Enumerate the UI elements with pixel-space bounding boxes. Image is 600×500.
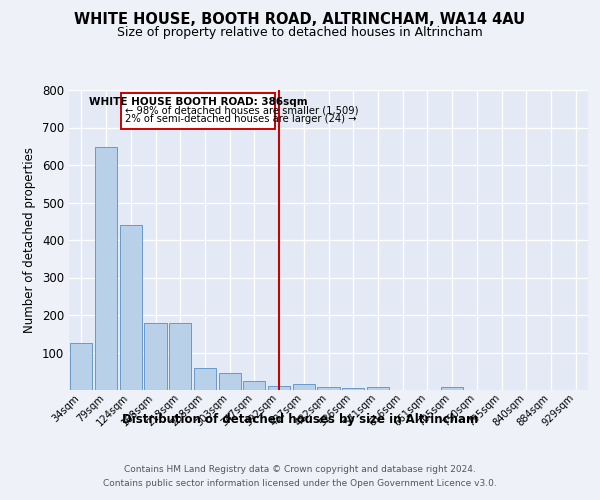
Y-axis label: Number of detached properties: Number of detached properties xyxy=(23,147,37,333)
Text: WHITE HOUSE, BOOTH ROAD, ALTRINCHAM, WA14 4AU: WHITE HOUSE, BOOTH ROAD, ALTRINCHAM, WA1… xyxy=(74,12,526,28)
Bar xyxy=(268,386,290,390)
Bar xyxy=(169,324,191,390)
Text: WHITE HOUSE BOOTH ROAD: 386sqm: WHITE HOUSE BOOTH ROAD: 386sqm xyxy=(89,97,307,107)
Text: ← 98% of detached houses are smaller (1,509): ← 98% of detached houses are smaller (1,… xyxy=(125,106,358,116)
Bar xyxy=(119,224,142,390)
Bar xyxy=(317,387,340,390)
Bar xyxy=(243,380,265,390)
Bar xyxy=(194,368,216,390)
Bar xyxy=(218,373,241,390)
Text: 2% of semi-detached houses are larger (24) →: 2% of semi-detached houses are larger (2… xyxy=(125,114,356,124)
Bar xyxy=(441,387,463,390)
FancyBboxPatch shape xyxy=(121,93,275,130)
Text: Contains HM Land Registry data © Crown copyright and database right 2024.: Contains HM Land Registry data © Crown c… xyxy=(124,465,476,474)
Text: Size of property relative to detached houses in Altrincham: Size of property relative to detached ho… xyxy=(117,26,483,39)
Text: Distribution of detached houses by size in Altrincham: Distribution of detached houses by size … xyxy=(122,412,478,426)
Bar xyxy=(95,147,117,390)
Bar xyxy=(70,343,92,390)
Text: Contains public sector information licensed under the Open Government Licence v3: Contains public sector information licen… xyxy=(103,479,497,488)
Bar xyxy=(342,388,364,390)
Bar xyxy=(145,324,167,390)
Bar xyxy=(367,387,389,390)
Bar xyxy=(293,384,315,390)
